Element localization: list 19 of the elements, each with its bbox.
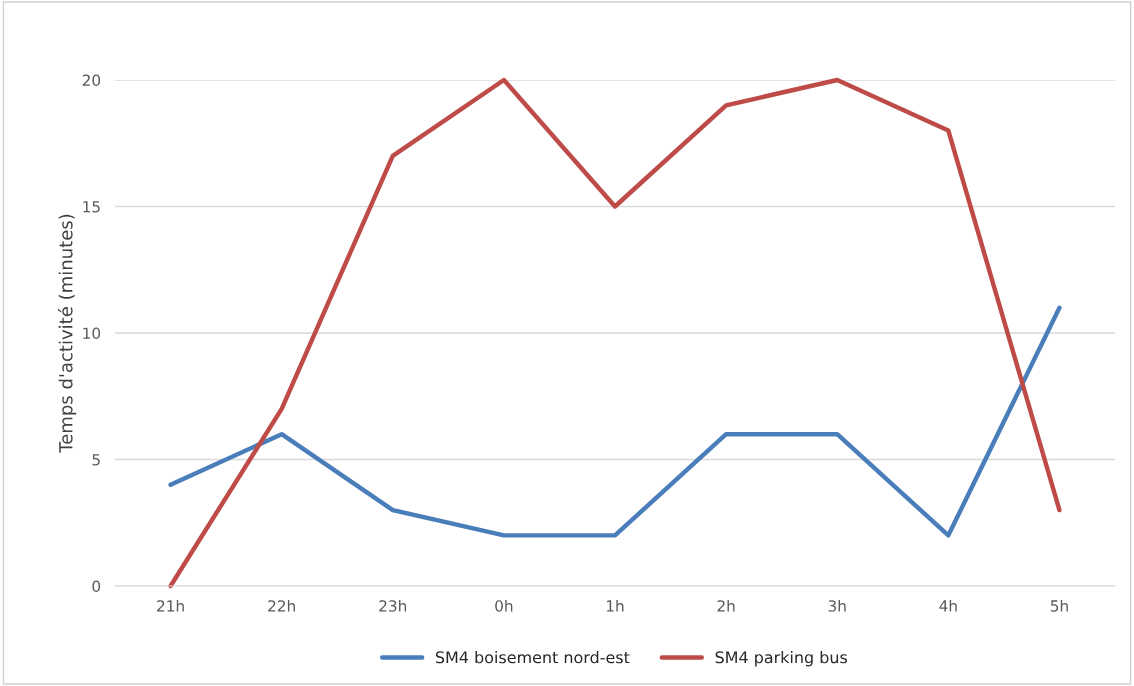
- x-tick-label: 0h: [495, 599, 513, 612]
- x-tick-label: 23h: [379, 599, 407, 612]
- line-series: [168, 77, 1062, 589]
- y-tick-label: 15: [83, 201, 100, 213]
- x-tick-label: 1h: [606, 599, 624, 612]
- legend-label: SM4 parking bus: [715, 650, 848, 667]
- y-tick-label: 5: [92, 454, 100, 466]
- y-tick-label: 0: [92, 580, 101, 593]
- y-axis-title: Temps d'activité (minutes): [57, 214, 77, 453]
- y-tick-label: 10: [83, 327, 101, 340]
- x-tick-label: 21h: [157, 599, 184, 612]
- x-tick-label: 5h: [1050, 599, 1068, 612]
- x-tick-label: 2h: [717, 599, 735, 612]
- y-tick-label: 20: [82, 74, 101, 87]
- x-tick-label: 3h: [828, 599, 846, 612]
- x-tick-label: 22h: [268, 599, 295, 612]
- legend-label: SM4 boisement nord-est: [435, 650, 630, 664]
- line-series: [168, 305, 1062, 538]
- x-tick-label: 4h: [939, 599, 957, 612]
